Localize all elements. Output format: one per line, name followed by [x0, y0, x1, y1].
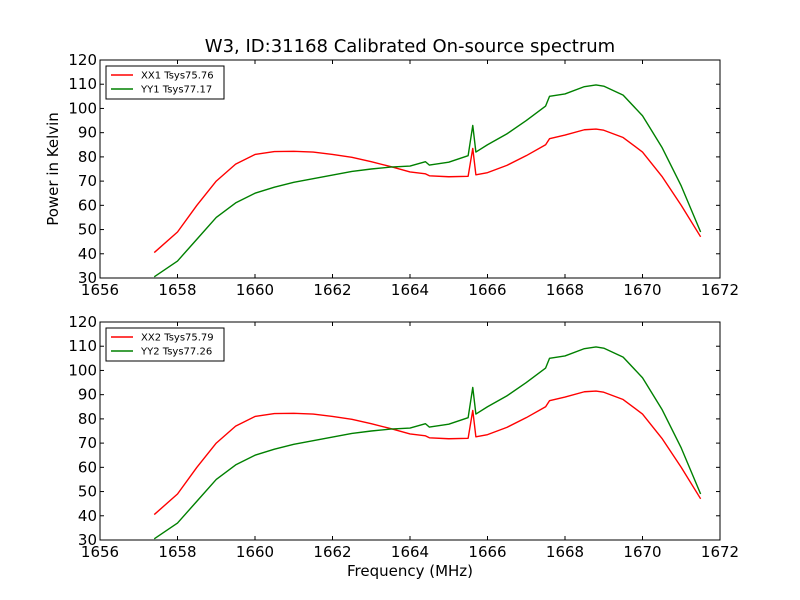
series-line-1 [153, 128, 702, 254]
y-tick-label: 60 [78, 196, 97, 214]
x-tick-label: 1666 [468, 281, 506, 299]
y-tick-label: 80 [78, 148, 97, 166]
y-tick-label: 90 [78, 386, 97, 404]
x-tick-label: 1666 [468, 543, 506, 561]
y-tick-label: 100 [68, 99, 97, 117]
x-tick-label: 1668 [546, 543, 584, 561]
y-tick-label: 60 [78, 458, 97, 476]
x-tick-label: 1664 [391, 281, 429, 299]
x-tick-label: 1664 [391, 543, 429, 561]
y-tick-label: 40 [78, 507, 97, 525]
x-tick-label: 1668 [546, 281, 584, 299]
legend: XX2 Tsys75.79 YY2 Tsys77.26 [105, 327, 225, 362]
y-tick-label: 50 [78, 483, 97, 501]
legend-label: XX2 Tsys75.79 [141, 333, 214, 344]
x-tick-label: 1662 [313, 543, 351, 561]
x-tick-label: 1656 [81, 543, 119, 561]
legend-label: YY1 Tsys77.17 [140, 85, 212, 96]
x-tick-label: 1658 [158, 281, 196, 299]
x-tick-label: 1656 [81, 281, 119, 299]
legend-label: XX1 Tsys75.76 [141, 71, 214, 82]
x-tick-label: 1662 [313, 281, 351, 299]
y-axis-label: Power in Kelvin [44, 112, 62, 226]
y-tick-label: 120 [68, 313, 97, 331]
y-tick-label: 110 [68, 337, 97, 355]
y-tick-label: 50 [78, 221, 97, 239]
x-tick-label: 1672 [701, 281, 739, 299]
x-tick-label: 1672 [701, 543, 739, 561]
y-tick-label: 30 [78, 269, 97, 287]
x-tick-label: 1670 [623, 543, 661, 561]
chart-panel-1: 1656 1658 1660 1662 1664 1666 1668 1670 1672 30 40… [68, 51, 739, 299]
chart-panel-2: 1656 1658 1660 1662 1664 1666 1668 1670 1672 30 40… [68, 313, 739, 561]
y-tick-label: 120 [68, 51, 97, 69]
legend-box [105, 327, 225, 362]
x-tick-label: 1670 [623, 281, 661, 299]
series-line-2 [153, 346, 702, 540]
legend: XX1 Tsys75.76 YY1 Tsys77.17 [105, 65, 225, 100]
legend-box [105, 65, 225, 100]
series-line-2 [153, 84, 702, 278]
series-line-1 [153, 390, 702, 516]
x-tick-label: 1660 [236, 281, 274, 299]
y-tick-label: 100 [68, 361, 97, 379]
y-tick-label: 70 [78, 172, 97, 190]
x-tick-label: 1658 [158, 543, 196, 561]
x-axis-label: Frequency (MHz) [347, 562, 473, 580]
chart-title: W3, ID:31168 Calibrated On-source spectr… [205, 36, 615, 57]
y-tick-label: 90 [78, 124, 97, 142]
y-tick-label: 80 [78, 410, 97, 428]
panels-group: 1656 1658 1660 1662 1664 1666 1668 1670 1672 30 40… [68, 51, 739, 561]
y-tick-label: 40 [78, 245, 97, 263]
legend-label: YY2 Tsys77.26 [140, 347, 212, 358]
y-tick-label: 70 [78, 434, 97, 452]
x-tick-label: 1660 [236, 543, 274, 561]
y-tick-label: 110 [68, 75, 97, 93]
y-tick-label: 30 [78, 531, 97, 549]
